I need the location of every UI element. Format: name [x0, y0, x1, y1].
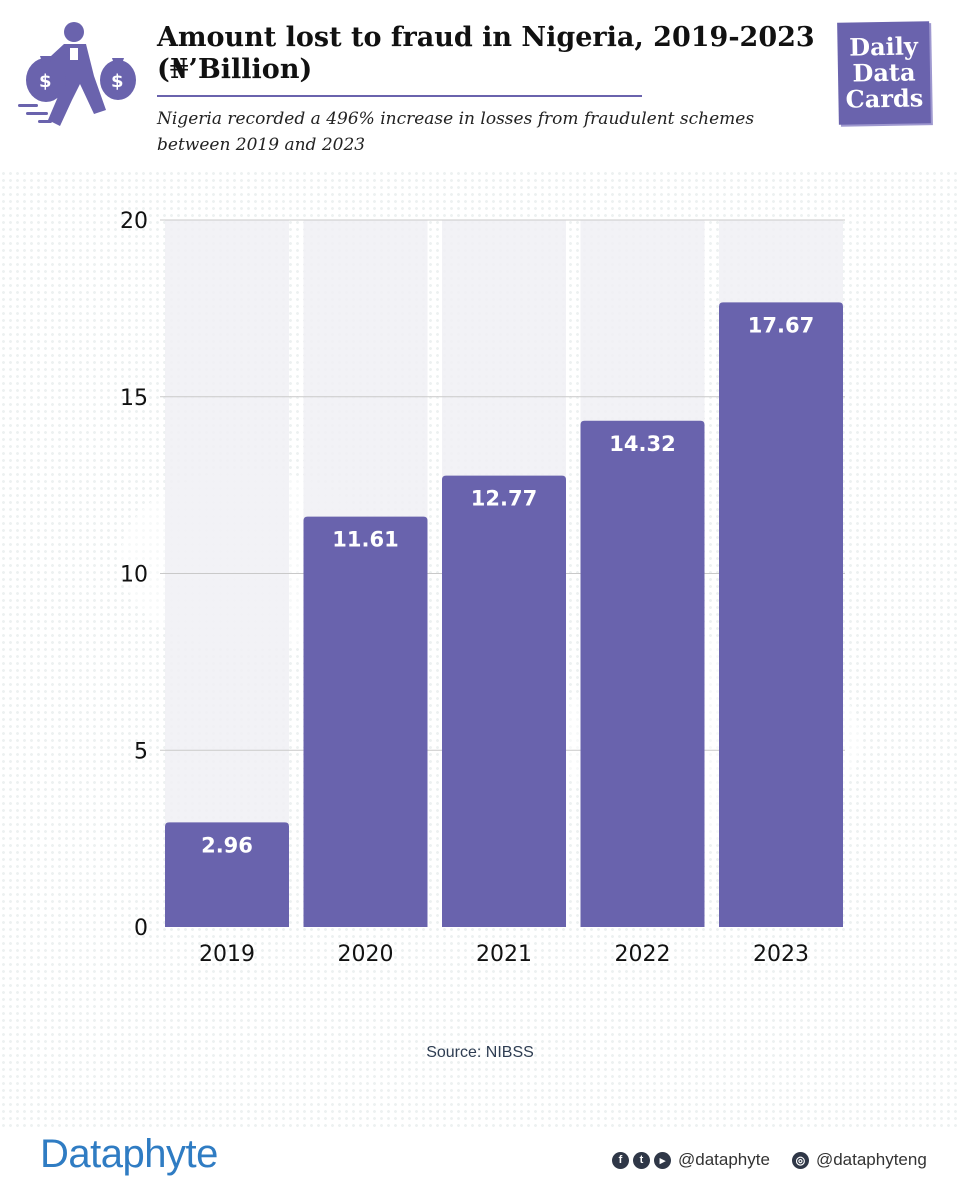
svg-text:$: $	[111, 71, 124, 92]
bar-chart: 0 5 10 15 20 2019 2020 2021 2022 2023 2.96 11.61 1…	[120, 209, 845, 967]
bar	[303, 516, 428, 927]
value-label: 12.77	[471, 487, 537, 511]
y-tick-label: 10	[120, 563, 148, 588]
twitter-icon[interactable]: t	[633, 1151, 650, 1169]
source-note: Source: NIBSS	[426, 1044, 534, 1061]
facebook-icon[interactable]: f	[612, 1151, 629, 1169]
fraud-thief-icon: $ $	[18, 22, 136, 126]
bar	[580, 420, 705, 927]
daily-data-cards-badge: Daily Data Cards	[837, 21, 931, 125]
dataphyte-logo: Dataphyte	[40, 1132, 218, 1176]
dataphyteng-handle[interactable]: @dataphyteng	[815, 1150, 927, 1169]
badge-text: Data	[852, 57, 916, 88]
chart-subtitle: Nigeria recorded a 496% increase in loss…	[157, 109, 755, 155]
value-label: 2.96	[201, 833, 253, 857]
value-label: 11.61	[332, 528, 398, 552]
x-tick-label: 2021	[476, 942, 532, 967]
bar	[442, 475, 566, 927]
svg-text:$: $	[39, 71, 52, 92]
bar	[719, 302, 843, 928]
y-tick-label: 20	[120, 209, 148, 234]
youtube-icon[interactable]: ▸	[654, 1151, 671, 1169]
title-underline	[157, 95, 642, 97]
badge-text: Cards	[845, 83, 924, 114]
bar	[165, 822, 289, 927]
x-tick-label: 2019	[199, 942, 255, 967]
badge-text: Daily	[849, 31, 919, 62]
y-tick-label: 5	[134, 739, 148, 764]
x-tick-label: 2020	[338, 942, 394, 967]
dataphyte-handle[interactable]: @dataphyte	[678, 1150, 770, 1169]
instagram-icon[interactable]: ◎	[791, 1151, 809, 1169]
x-tick-label: 2023	[753, 942, 809, 967]
value-label: 17.67	[748, 313, 814, 337]
y-tick-label: 15	[120, 386, 148, 411]
chart-title: Amount lost to fraud in Nigeria, 2019-20…	[157, 22, 815, 85]
social-handles: f t ▸ @dataphyte ◎ @dataphyteng	[612, 1150, 945, 1170]
y-tick-label: 0	[134, 916, 148, 941]
value-label: 14.32	[609, 432, 675, 456]
x-tick-label: 2022	[615, 942, 671, 967]
